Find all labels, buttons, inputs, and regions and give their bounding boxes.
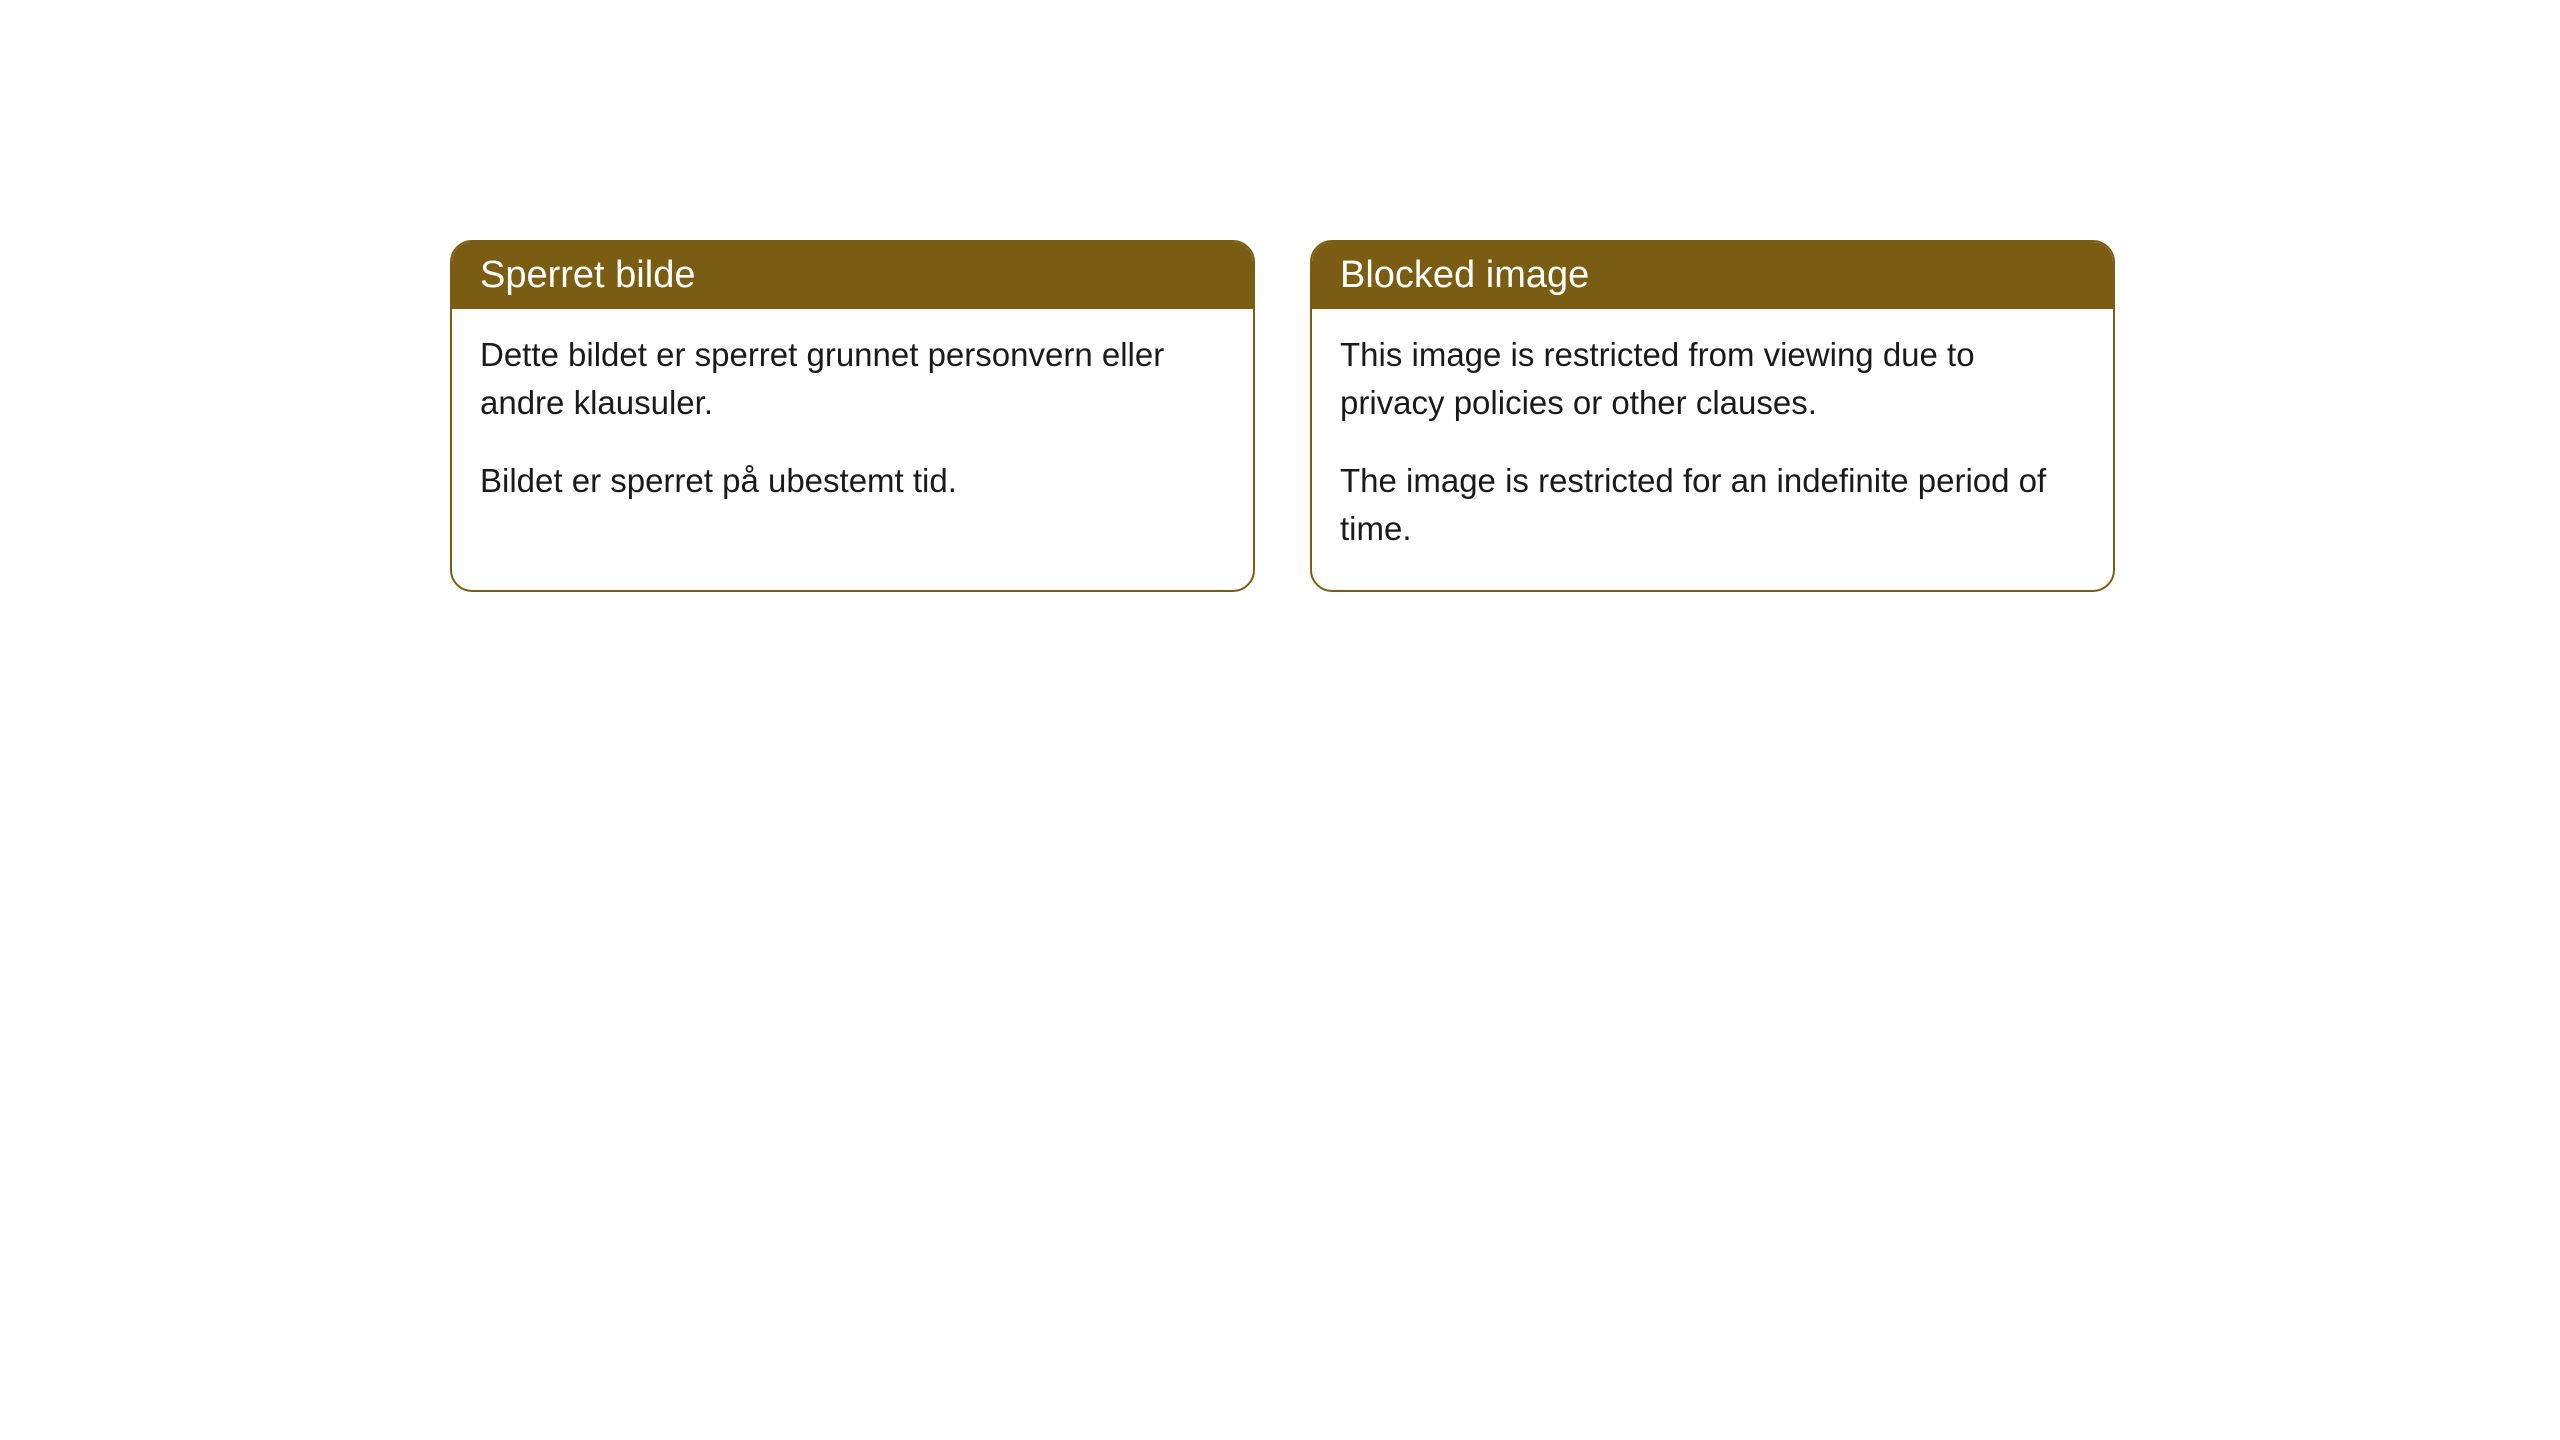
notice-card-norwegian: Sperret bilde Dette bildet er sperret gr… bbox=[450, 240, 1255, 592]
card-body: Dette bildet er sperret grunnet personve… bbox=[452, 309, 1253, 543]
card-title: Blocked image bbox=[1340, 254, 1589, 296]
cards-container: Sperret bilde Dette bildet er sperret gr… bbox=[0, 0, 2560, 592]
card-paragraph: Dette bildet er sperret grunnet personve… bbox=[480, 331, 1225, 427]
notice-card-english: Blocked image This image is restricted f… bbox=[1310, 240, 2115, 592]
card-header: Sperret bilde bbox=[452, 242, 1253, 309]
card-paragraph: The image is restricted for an indefinit… bbox=[1340, 457, 2085, 553]
card-body: This image is restricted from viewing du… bbox=[1312, 309, 2113, 590]
card-paragraph: This image is restricted from viewing du… bbox=[1340, 331, 2085, 427]
card-paragraph: Bildet er sperret på ubestemt tid. bbox=[480, 457, 1225, 505]
card-title: Sperret bilde bbox=[480, 254, 695, 296]
card-header: Blocked image bbox=[1312, 242, 2113, 309]
